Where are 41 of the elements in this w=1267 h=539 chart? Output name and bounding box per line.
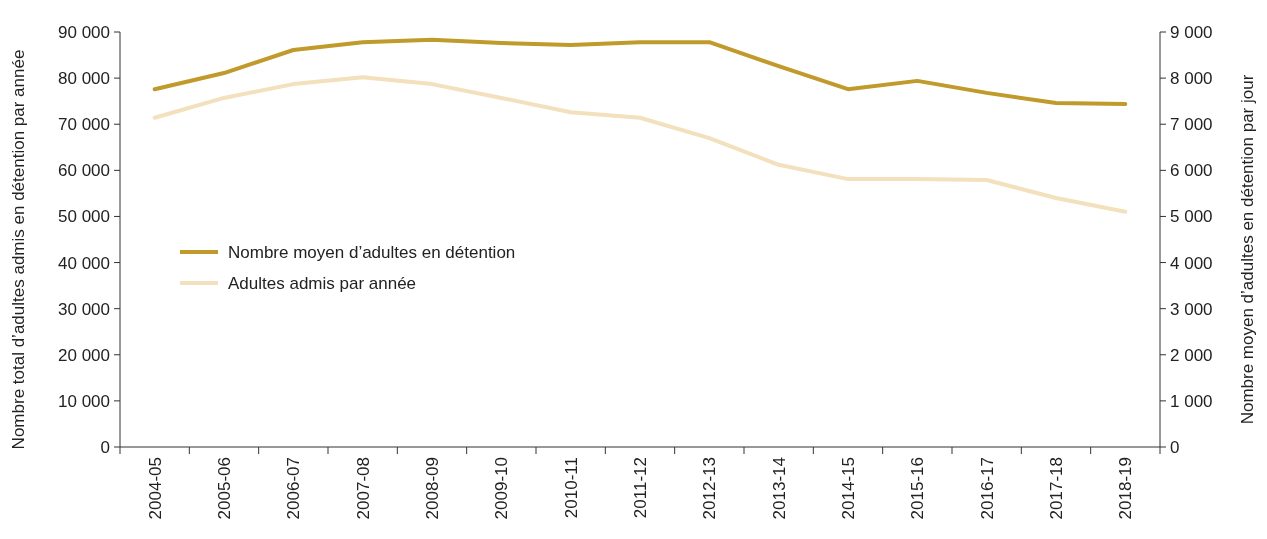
- y-tick-label: 20 000: [58, 345, 110, 365]
- x-tick-label: 2008-09: [422, 457, 442, 520]
- y2-tick-label: 0: [1170, 437, 1180, 457]
- y2-tick-label: 4 000: [1170, 253, 1213, 273]
- legend-label: Nombre moyen d’adultes en détention: [228, 242, 516, 262]
- legend-label: Adultes admis par année: [228, 273, 417, 293]
- y2-tick-label: 9 000: [1170, 22, 1213, 42]
- x-tick-label: 2005-06: [214, 457, 234, 520]
- y-tick-label: 30 000: [58, 299, 110, 319]
- x-tick-label: 2015-16: [908, 457, 928, 520]
- y2-tick-label: 3 000: [1170, 299, 1213, 319]
- line-series: [152, 75, 1128, 214]
- x-tick-label: 2013-14: [769, 457, 789, 520]
- y-tick-label: 40 000: [58, 253, 110, 273]
- y-tick-label: 90 000: [58, 22, 110, 42]
- x-tick-label: 2011-12: [630, 457, 650, 519]
- x-tick-label: 2012-13: [700, 457, 720, 520]
- x-tick-label: 2007-08: [353, 457, 373, 520]
- y2-tick-label: 1 000: [1170, 391, 1213, 411]
- x-tick-label: 2017-18: [1046, 457, 1066, 520]
- x-tick-label: 2010-11: [561, 457, 581, 519]
- y2-tick-label: 5 000: [1170, 207, 1213, 227]
- y2-tick-label: 6 000: [1170, 161, 1213, 181]
- x-tick-label: 2018-19: [1116, 457, 1136, 520]
- x-tick-label: 2009-10: [492, 457, 512, 520]
- y-tick-label: 50 000: [58, 207, 110, 227]
- x-tick-label: 2004-05: [145, 457, 165, 520]
- y2-axis-title: Nombre moyen d’adultes en détention par jour: [1238, 74, 1257, 425]
- y-tick-label: 10 000: [58, 391, 110, 411]
- y-tick-label: 60 000: [58, 161, 110, 181]
- y2-tick-label: 2 000: [1170, 345, 1213, 365]
- y-tick-label: 0: [100, 437, 110, 457]
- y-tick-label: 80 000: [58, 69, 110, 89]
- y-tick-label: 70 000: [58, 115, 110, 135]
- y2-tick-label: 8 000: [1170, 69, 1213, 89]
- y2-tick-label: 7 000: [1170, 115, 1213, 135]
- x-tick-label: 2014-15: [838, 457, 858, 520]
- line-series: [152, 37, 1128, 106]
- x-tick-label: 2016-17: [977, 457, 997, 520]
- y-axis-title: Nombre total d’adultes admis en détention par année: [9, 49, 28, 450]
- x-tick-label: 2006-07: [284, 457, 304, 520]
